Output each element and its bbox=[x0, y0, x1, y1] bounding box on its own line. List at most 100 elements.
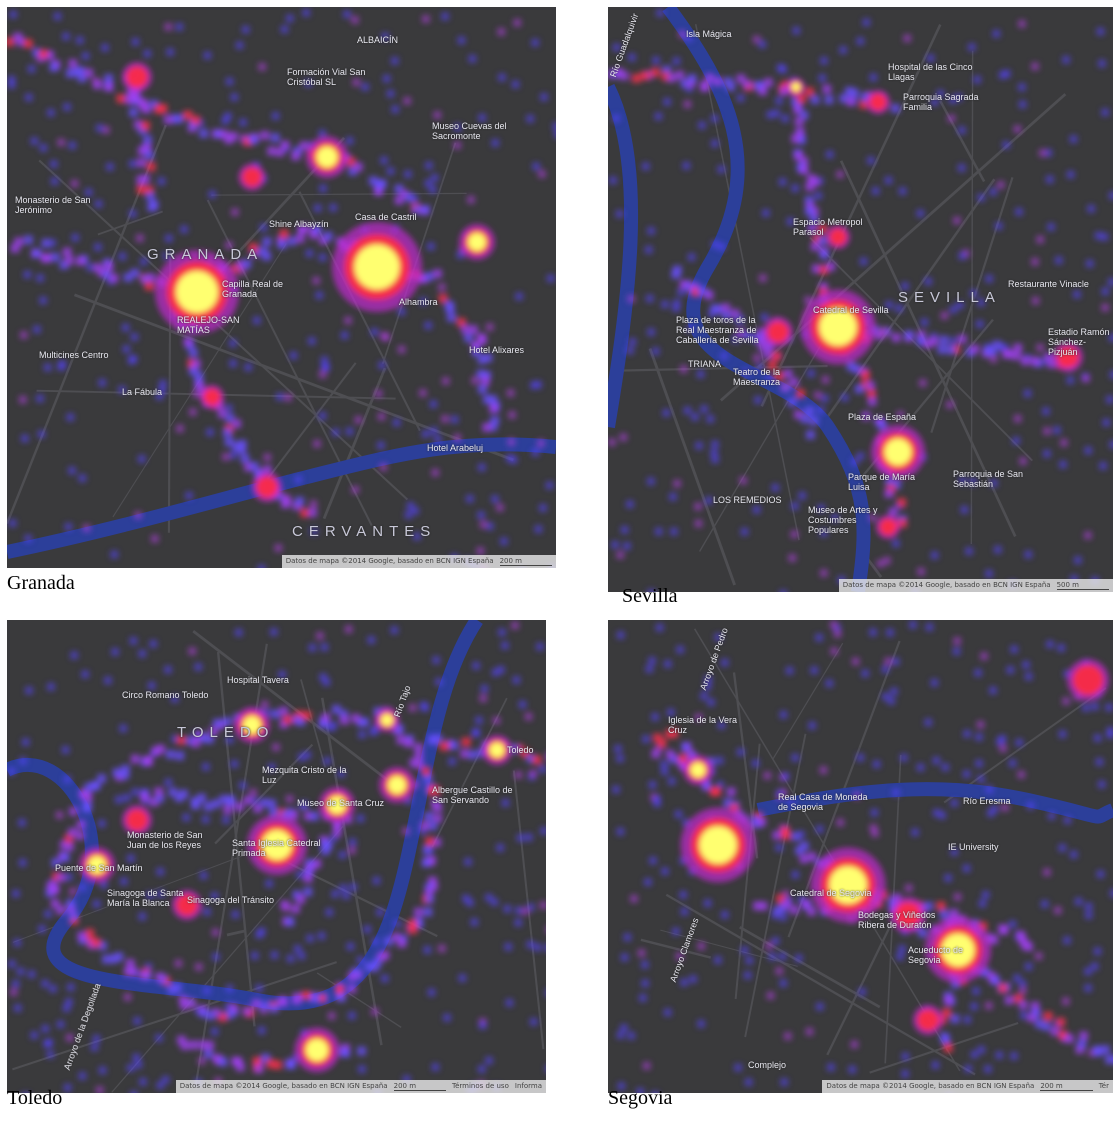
caption: Granada bbox=[7, 572, 75, 595]
heat-spot bbox=[211, 1028, 219, 1036]
heat-spot bbox=[65, 842, 74, 851]
heat-spot bbox=[1022, 661, 1030, 669]
heat-spot bbox=[970, 1002, 978, 1010]
heat-spot bbox=[791, 502, 799, 510]
heat-spot bbox=[612, 114, 620, 122]
heat-spot bbox=[376, 908, 384, 916]
heat-spot bbox=[278, 996, 287, 1005]
heat-spot bbox=[628, 338, 636, 346]
heat-spot bbox=[478, 385, 487, 394]
heat-spot bbox=[858, 988, 866, 996]
heat-spot bbox=[156, 745, 165, 754]
heat-spot bbox=[995, 1051, 1003, 1059]
heat-spot bbox=[953, 647, 961, 655]
heat-spot bbox=[764, 78, 773, 87]
heat-spot bbox=[258, 63, 266, 71]
heat-spot bbox=[97, 774, 106, 783]
map-panel: Circo Romano ToledoHospital TaveraTOLEDO… bbox=[7, 620, 546, 1093]
heat-spot bbox=[870, 809, 878, 817]
heat-spot bbox=[814, 192, 822, 200]
heat-spot bbox=[304, 874, 313, 883]
place-label: CERVANTES bbox=[292, 527, 436, 537]
heat-spot bbox=[469, 325, 478, 334]
heat-spot bbox=[744, 971, 752, 979]
heat-spot bbox=[1102, 419, 1110, 427]
heat-spot bbox=[1097, 27, 1105, 35]
heat-spot bbox=[462, 737, 471, 746]
heat-spot bbox=[315, 291, 323, 299]
heat-spot bbox=[1105, 1055, 1113, 1064]
heat-spot bbox=[691, 763, 706, 778]
heat-spot bbox=[428, 821, 437, 830]
heat-spot bbox=[30, 1031, 38, 1039]
heat-spot bbox=[71, 234, 79, 242]
heat-spot bbox=[968, 43, 976, 51]
place-label: Complejo bbox=[748, 1060, 786, 1070]
heat-spot bbox=[239, 781, 247, 789]
heat-spot bbox=[791, 134, 800, 143]
heat-spot bbox=[645, 665, 653, 673]
heat-spot bbox=[856, 754, 864, 762]
heat-spot bbox=[222, 453, 230, 461]
heat-spot bbox=[794, 152, 803, 161]
heat-spot bbox=[718, 243, 726, 251]
heat-spot bbox=[123, 794, 131, 802]
heat-spot bbox=[285, 917, 294, 926]
place-label: Hotel Arabeluj bbox=[427, 443, 483, 453]
heat-spot bbox=[189, 1040, 198, 1049]
heat-spot bbox=[834, 630, 842, 638]
heat-spot bbox=[380, 332, 388, 340]
heat-spot bbox=[1012, 437, 1020, 445]
heat-spot bbox=[431, 1063, 439, 1071]
heat-spot bbox=[1084, 446, 1092, 454]
heat-spot bbox=[319, 370, 327, 378]
heat-spot bbox=[24, 535, 32, 543]
map-layer bbox=[608, 620, 1113, 1093]
heat-spot bbox=[8, 960, 16, 968]
heat-spot bbox=[162, 1076, 170, 1084]
heat-spot bbox=[856, 452, 864, 460]
heat-spot bbox=[950, 1014, 959, 1023]
heat-spot bbox=[259, 224, 267, 232]
heat-spot bbox=[884, 657, 892, 665]
heat-spot bbox=[763, 350, 772, 359]
heat-spot bbox=[801, 899, 810, 908]
heat-spot bbox=[272, 112, 280, 120]
heat-spot bbox=[639, 994, 647, 1002]
heat-spot bbox=[20, 331, 28, 339]
heat-spot bbox=[425, 837, 434, 846]
heat-spot bbox=[470, 918, 478, 926]
heat-spot bbox=[791, 184, 799, 192]
heat-spot bbox=[705, 73, 714, 82]
heat-spot bbox=[917, 763, 925, 771]
heat-spot bbox=[302, 991, 311, 1000]
heat-spot bbox=[1060, 439, 1068, 447]
heat-spot bbox=[21, 434, 29, 442]
heat-spot bbox=[985, 785, 993, 793]
heat-spot bbox=[467, 196, 475, 204]
heat-spot bbox=[887, 697, 895, 705]
heat-spot bbox=[791, 754, 799, 762]
heat-spot bbox=[45, 1039, 53, 1047]
heat-spot bbox=[293, 993, 302, 1002]
heat-spot bbox=[664, 1008, 672, 1016]
heat-spot bbox=[932, 757, 940, 765]
heat-spot bbox=[441, 415, 449, 423]
heat-spot bbox=[711, 440, 719, 448]
heat-spot bbox=[166, 48, 174, 56]
heat-spot bbox=[909, 621, 917, 629]
heat-spot bbox=[130, 1091, 138, 1093]
heat-spot bbox=[65, 873, 73, 881]
heat-spot bbox=[807, 907, 816, 916]
heat-spot bbox=[332, 428, 340, 436]
map-attribution: Datos de mapa ©2014 Google, basado en BC… bbox=[176, 1080, 546, 1093]
heat-spot bbox=[1055, 256, 1063, 264]
heat-spot bbox=[643, 1062, 651, 1070]
heat-spot bbox=[127, 854, 135, 862]
heat-spot bbox=[790, 530, 798, 538]
heat-spot bbox=[1032, 297, 1040, 305]
heat-spot bbox=[652, 56, 660, 64]
heat-spot bbox=[319, 184, 327, 192]
heat-spot bbox=[670, 528, 678, 536]
heat-spot bbox=[129, 637, 137, 645]
